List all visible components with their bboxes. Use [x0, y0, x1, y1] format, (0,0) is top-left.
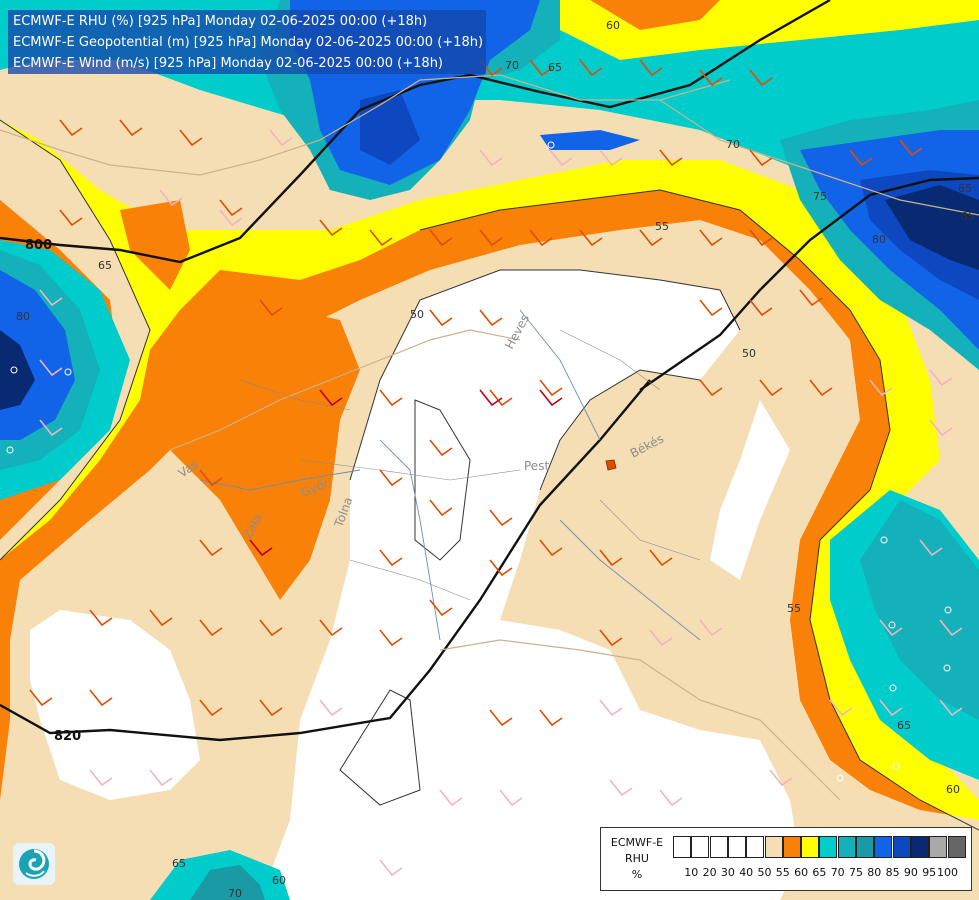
- rhu-band-white-central: [260, 270, 800, 900]
- title-line-geopotential: ECMWF-E Geopotential (m) [925 hPa] Monda…: [13, 35, 484, 50]
- contour-label: 50: [742, 347, 756, 360]
- rhu-contour-label-group: 60 65 65 65 70 70 75 80 80 85 50 50 55 5…: [16, 19, 975, 900]
- legend-tick-label: 10: [684, 866, 699, 879]
- legend-title-line: %: [631, 868, 643, 881]
- legend-tick-label: 20: [702, 866, 717, 879]
- legend-swatch: [782, 836, 801, 858]
- legend-tick-label: 100: [937, 866, 958, 879]
- rhu-band-blue-dark-north: [360, 90, 420, 165]
- region-borders: [239, 329, 701, 601]
- legend-tick-label: 75: [849, 866, 863, 879]
- legend-swatch: [910, 836, 929, 858]
- rhu-contours: [0, 119, 979, 831]
- legend-tick-label: 60: [794, 866, 809, 879]
- contour-label: 75: [813, 190, 827, 203]
- contour-label: 65: [897, 719, 911, 732]
- rhu-band-teal-se: [860, 500, 979, 720]
- legend-swatch: [837, 836, 856, 858]
- contour-label: 50: [410, 308, 424, 321]
- place-label: Pest: [524, 459, 549, 473]
- contour-label: 60: [606, 19, 620, 32]
- legend-swatch: [673, 836, 691, 858]
- legend-swatch: [947, 836, 966, 858]
- rhu-band-orange-top: [590, 0, 720, 30]
- contour-label: 65: [172, 857, 186, 870]
- legend-swatch: [764, 836, 783, 858]
- legend-tick-label: 80: [867, 866, 882, 879]
- geopotential-label-800: 800: [25, 238, 52, 253]
- ecmwf-swirl-logo-icon: [13, 843, 55, 885]
- title-line-wind: ECMWF-E Wind (m/s) [925 hPa] Monday 02-0…: [13, 56, 444, 71]
- rhu-band-navy-ne: [885, 185, 979, 270]
- legend-swatch: [801, 836, 820, 858]
- legend-tick-label: 90: [903, 866, 918, 879]
- contour-label: 80: [16, 310, 30, 323]
- legend-swatch: [691, 836, 710, 858]
- legend-swatch: [819, 836, 838, 858]
- legend-swatch: [709, 836, 728, 858]
- contour-label: 70: [726, 138, 740, 151]
- legend-tick-label: 65: [812, 866, 827, 879]
- legend-tick-label: 85: [885, 866, 900, 879]
- legend-swatch: [746, 836, 765, 858]
- geopotential-label-820: 820: [54, 729, 81, 744]
- contour-label: 55: [655, 220, 669, 233]
- geopotential-label-group: 800 820: [25, 238, 81, 744]
- contour-label: 70: [228, 887, 242, 900]
- legend-swatch: [727, 836, 746, 858]
- wind-barbs: [6, 59, 963, 877]
- rhu-band-blue-small: [540, 130, 640, 150]
- legend-title-line: RHU: [625, 852, 649, 865]
- legend-tick-label: 50: [757, 866, 772, 879]
- rhu-band-cyan-top: [0, 0, 979, 300]
- legend-swatch: [856, 836, 874, 858]
- contour-label: 65: [548, 61, 562, 74]
- rhu-band-teal-south: [190, 865, 265, 900]
- legend-tick-label: 30: [720, 866, 735, 879]
- geopotential-contours: [0, 0, 979, 742]
- contour-label: 65: [98, 259, 112, 272]
- legend-swatch: [929, 836, 948, 858]
- legend-swatch: [892, 836, 911, 858]
- legend-tick-label: 40: [739, 866, 754, 879]
- legend-tick-label: 95: [922, 866, 937, 879]
- title-line-rhu: ECMWF-E RHU (%) [925 hPa] Monday 02-06-2…: [13, 14, 428, 29]
- legend-swatch: [874, 836, 893, 858]
- contour-label: 60: [272, 874, 286, 887]
- rhu-legend: ECMWF-E RHU % 10 20 30 40 50 55 60 65 70 75 80 85 90…: [600, 827, 972, 891]
- legend-tick-label: 55: [775, 866, 790, 879]
- rhu-band-white-west: [30, 610, 200, 800]
- legend-tick-label: 70: [830, 866, 845, 879]
- rhu-band-orange-wedge: [170, 300, 360, 600]
- legend-title-line: ECMWF-E: [610, 836, 664, 849]
- contour-label: 60: [946, 783, 960, 796]
- contour-label: 65: [958, 182, 972, 195]
- title-box: [8, 10, 486, 74]
- rhu-band-orange-small: [120, 200, 190, 290]
- country-borders: [0, 74, 979, 801]
- contour-label: 85: [961, 210, 975, 223]
- rhu-band-yellow-top: [240, 0, 979, 60]
- contour-label: 70: [505, 59, 519, 72]
- capital-marker: [605, 459, 617, 471]
- contour-label: 55: [787, 602, 801, 615]
- rhu-band-white-east: [710, 400, 790, 580]
- contour-label: 80: [872, 233, 886, 246]
- rivers: [199, 309, 701, 641]
